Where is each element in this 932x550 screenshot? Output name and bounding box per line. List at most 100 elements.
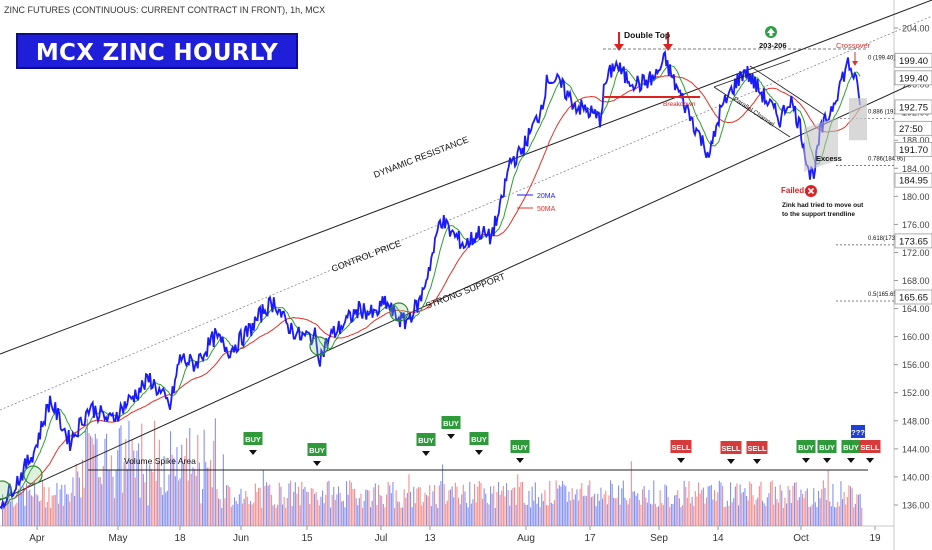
volume-bar bbox=[243, 498, 245, 526]
volume-bar bbox=[715, 500, 717, 526]
volume-bar bbox=[312, 488, 314, 526]
signal-arrow bbox=[802, 458, 810, 463]
volume-bar bbox=[118, 428, 120, 526]
volume-bar bbox=[728, 505, 730, 526]
volume-bar bbox=[158, 439, 160, 526]
volume-bar bbox=[819, 498, 821, 526]
volume-bar bbox=[184, 455, 186, 526]
volume-bar bbox=[307, 492, 309, 526]
volume-bar bbox=[429, 485, 431, 526]
volume-bar bbox=[334, 499, 336, 526]
volume-bar bbox=[651, 504, 653, 526]
failed-label: Failed: bbox=[781, 186, 807, 195]
volume-bar bbox=[181, 444, 183, 526]
volume-bar bbox=[14, 504, 16, 526]
volume-bar bbox=[531, 486, 533, 526]
double-top-arrowhead bbox=[663, 44, 673, 51]
y-axis: 136.00 140.00 144.00 148.00 152.00 156.00 160.… bbox=[894, 24, 932, 510]
volume-bar bbox=[240, 488, 242, 526]
volume-bar bbox=[208, 467, 210, 526]
volume-bar bbox=[352, 489, 354, 526]
volume-bar bbox=[573, 499, 575, 526]
volume-bar bbox=[109, 470, 111, 526]
volume-bar bbox=[694, 491, 696, 526]
volume-bar bbox=[549, 480, 551, 526]
volume-bar bbox=[794, 482, 796, 526]
volume-bar bbox=[227, 485, 229, 526]
volume-bar bbox=[317, 499, 319, 526]
signal-arrow bbox=[847, 458, 855, 463]
price-label-box bbox=[894, 233, 932, 249]
volume-bar bbox=[174, 476, 176, 526]
failed-x-mark bbox=[807, 187, 815, 195]
volume-bar bbox=[464, 491, 466, 526]
volume-bar bbox=[146, 460, 148, 526]
volume-bar bbox=[54, 494, 56, 526]
volume-bar bbox=[451, 486, 453, 526]
volume-bar bbox=[123, 461, 125, 526]
volume-bar bbox=[27, 491, 29, 526]
volume-bar bbox=[285, 507, 287, 526]
x-tick-label: Sep bbox=[650, 533, 668, 544]
volume-bar bbox=[112, 476, 114, 526]
volume-bar bbox=[571, 488, 573, 526]
volume-bar bbox=[219, 499, 221, 526]
volume-bar bbox=[302, 489, 304, 526]
volume-bar bbox=[29, 489, 31, 526]
volume-bar bbox=[832, 484, 834, 526]
y-tick-label: 144.00 bbox=[902, 444, 930, 454]
volume-bar bbox=[818, 490, 820, 526]
volume-bar bbox=[355, 498, 357, 526]
volume-bar bbox=[10, 501, 12, 526]
volume-bar bbox=[221, 507, 223, 526]
price-label-text: 199.40 bbox=[899, 73, 928, 84]
volume-bar bbox=[320, 496, 322, 526]
x-tick-label: 18 bbox=[174, 533, 186, 544]
volume-bar bbox=[645, 497, 647, 526]
volume-bar bbox=[514, 487, 516, 526]
volume-bar bbox=[94, 433, 96, 526]
volume-bar bbox=[270, 494, 272, 526]
volume-bar bbox=[858, 494, 860, 526]
volume-bar bbox=[338, 486, 340, 526]
volume-bar bbox=[242, 503, 244, 526]
volume-bar bbox=[22, 486, 24, 526]
volume-bar bbox=[314, 493, 316, 526]
volume-bar bbox=[478, 480, 480, 526]
volume-bar bbox=[578, 500, 580, 526]
sell-signal-label: SELL bbox=[860, 443, 880, 452]
volume-bar bbox=[605, 490, 607, 526]
volume-bar bbox=[37, 495, 39, 526]
volume-bar bbox=[80, 497, 82, 526]
volume-bar bbox=[291, 506, 293, 526]
price-label-text: 191.70 bbox=[899, 145, 928, 156]
upper-trendline bbox=[0, 0, 932, 355]
volume-bar bbox=[424, 492, 426, 526]
volume-bar bbox=[186, 438, 188, 526]
volume-bar bbox=[525, 504, 527, 526]
volume-bar bbox=[587, 485, 589, 526]
volume-bar bbox=[426, 494, 428, 526]
volume-bar bbox=[629, 498, 631, 526]
volume-bar bbox=[853, 507, 855, 526]
support-touch-circle bbox=[23, 465, 43, 485]
volume-bar bbox=[106, 433, 108, 526]
volume-bar bbox=[418, 487, 420, 526]
volume-bar bbox=[200, 503, 202, 526]
volume-bar bbox=[138, 443, 140, 526]
volume-bar bbox=[722, 485, 724, 526]
volume-bar bbox=[224, 498, 226, 526]
volume-bar bbox=[674, 495, 676, 526]
volume-bar bbox=[778, 502, 780, 526]
volume-bar bbox=[658, 506, 660, 526]
volume-bar bbox=[362, 507, 364, 526]
volume-bar bbox=[427, 496, 429, 526]
volume-bar bbox=[51, 495, 53, 526]
volume-bar bbox=[434, 485, 436, 526]
volume-bar bbox=[387, 481, 389, 526]
parallel-channel-upper-2 bbox=[749, 65, 827, 117]
volume-bar bbox=[435, 503, 437, 526]
volume-bar bbox=[395, 490, 397, 526]
volume-bar bbox=[98, 477, 100, 526]
volume-bar bbox=[611, 483, 613, 526]
